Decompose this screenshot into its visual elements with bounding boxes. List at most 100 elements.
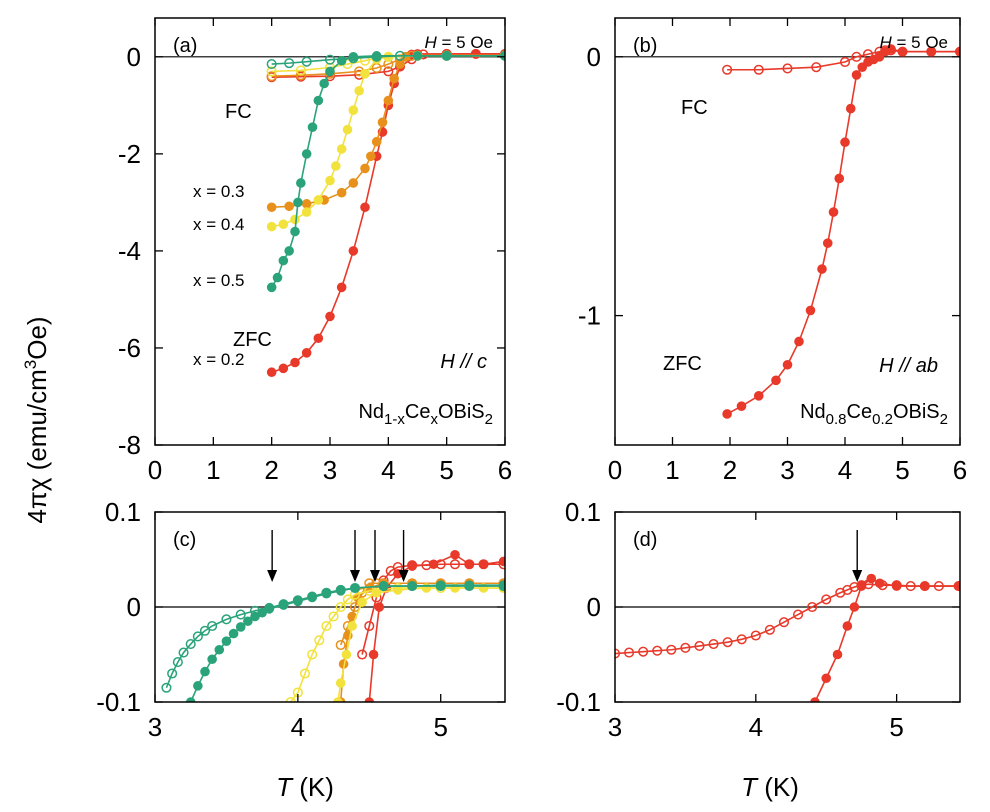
data-point-0-zfc-5 [794, 336, 804, 347]
data-point-0-zfc-2 [753, 391, 764, 401]
x-tick-label-1: 4 [749, 712, 763, 742]
data-point-0-zfc-10 [834, 173, 845, 184]
panel-label: (a) [173, 35, 197, 57]
series-label-1: x = 0.3 [193, 182, 245, 201]
data-point-3-zfc-1 [193, 681, 203, 691]
series-label-0: x = 0.2 [193, 350, 245, 369]
data-point-2-zfc-11 [360, 69, 370, 79]
y-tick-label-0: -0.1 [556, 687, 601, 717]
data-point-2-fc-1 [295, 65, 306, 76]
series-label-2: x = 0.4 [193, 215, 245, 234]
data-point-0-fc-2 [638, 646, 649, 657]
x-tick-label-6: 6 [953, 455, 967, 485]
compound-label-part-3: 0.2 [872, 411, 893, 428]
data-point-2-fc-5 [321, 620, 332, 632]
series-line-0-zfc [368, 553, 504, 702]
series-line-3-zfc [270, 55, 505, 288]
data-point-3-zfc-3 [284, 246, 294, 256]
orientation-label-var: H [440, 351, 455, 373]
data-point-2-zfc-1 [278, 219, 289, 230]
data-point-0-zfc-0 [364, 697, 375, 702]
data-point-0-zfc-1 [821, 673, 832, 684]
data-point-2-zfc-1 [335, 678, 346, 688]
data-point-3-fc-1 [167, 668, 178, 679]
compound-label: Nd1-xCexOBiS2 [358, 401, 493, 428]
data-point-0-zfc-3 [771, 375, 781, 386]
data-point-1-zfc-2 [301, 199, 312, 209]
data-point-0-zfc-9 [478, 559, 489, 570]
y-tick-label-1: 0 [587, 42, 601, 72]
plot-frame [614, 17, 961, 446]
data-point-0-zfc-0 [266, 367, 277, 378]
x-axis-label-c-unit: (K) [292, 772, 334, 802]
y-axis-label: 4πχ (emu/cm3Oe) [21, 316, 52, 523]
data-point-2-zfc-9 [348, 105, 359, 115]
data-point-2-zfc-5 [371, 587, 382, 598]
data-point-0-fc-0 [722, 64, 733, 75]
field-label: H = 5 Oe [879, 33, 948, 52]
compound-label-part-1: 1-x [384, 411, 405, 428]
y-tick-label-1: 0 [587, 592, 601, 622]
data-point-3-fc-2 [172, 657, 183, 668]
data-point-0-fc-13 [793, 609, 804, 620]
data-point-3-fc-3 [324, 54, 336, 65]
y-tick-label-2: 0.1 [105, 497, 141, 527]
y-axis-label-prefix: 4πχ (emu/cm [22, 369, 52, 523]
data-point-2-zfc-4 [313, 195, 324, 205]
data-point-3-fc-3 [178, 647, 189, 658]
x-axis-label-c: T (K) [276, 772, 334, 802]
data-point-1-zfc-8 [371, 136, 382, 147]
x-tick-label-1: 4 [291, 712, 305, 742]
compound-label-part-2: Ce [847, 401, 873, 423]
data-point-2-fc-0 [266, 66, 277, 77]
panel-b: 0 1 2 3 4 5 6 -1 0 (b) H = 5 Oe FC ZFC H // ab Nd0.8Ce… [578, 17, 967, 485]
data-point-1-zfc-0 [266, 202, 277, 213]
data-point-3-zfc-11 [325, 66, 335, 77]
data-point-0-zfc-2 [290, 357, 300, 368]
data-point-0-zfc-13 [851, 70, 862, 80]
data-point-0-zfc-11 [840, 137, 850, 148]
compound-label-part-4: OBiS [893, 401, 940, 423]
arrow-head-1 [350, 570, 360, 582]
compound-label-part-4: OBiS [438, 401, 485, 423]
data-point-0-zfc-1 [368, 649, 379, 660]
data-point-3-zfc-15 [321, 588, 332, 599]
x-tick-label-5: 5 [439, 455, 453, 485]
data-point-1-zfc-12 [395, 59, 405, 69]
y-tick-label-4: 0 [127, 42, 141, 72]
data-point-2-zfc-6 [331, 161, 341, 171]
data-point-2-zfc-3 [347, 621, 357, 631]
data-point-0-fc-10 [750, 630, 761, 641]
compound-label-part-0: Nd [800, 401, 826, 423]
compound-label-part-5: 2 [940, 411, 948, 428]
x-tick-label-2: 5 [889, 712, 903, 742]
data-point-0-fc-11 [764, 624, 775, 635]
compound-label-part-1: 0.8 [826, 411, 847, 428]
data-point-0-zfc-6 [336, 282, 347, 293]
compound-label-part-3: x [430, 411, 438, 428]
y-axis-label-suffix: Oe) [22, 316, 52, 359]
data-point-3-zfc-4 [214, 644, 225, 655]
data-point-0-zfc-8 [822, 238, 833, 248]
y-tick-label-2: -4 [118, 236, 141, 266]
data-point-0-fc-5 [851, 51, 862, 62]
data-point-3-zfc-0 [266, 282, 277, 293]
data-point-0-zfc-3 [301, 348, 312, 358]
x-tick-label-6: 6 [498, 455, 512, 485]
data-point-0-fc-0 [357, 649, 368, 660]
data-point-0-fc-14 [807, 601, 818, 613]
data-point-0-zfc-1 [278, 363, 289, 374]
x-tick-label-3: 3 [323, 455, 337, 485]
data-point-0-fc-9 [449, 559, 461, 570]
data-point-3-zfc-13 [293, 596, 303, 607]
data-point-3-zfc-20 [435, 580, 446, 590]
data-point-3-fc-5 [192, 631, 203, 642]
data-point-0-zfc-8 [891, 581, 902, 591]
data-point-0-zfc-9 [828, 207, 839, 217]
panel-c: 3 4 5 -0.1 0 0.1 (c) [96, 497, 506, 742]
x-axis-label-d-unit: (K) [757, 772, 799, 802]
data-point-1-zfc-6 [360, 163, 370, 174]
x-tick-label-2: 2 [264, 455, 278, 485]
data-point-1-zfc-9 [377, 117, 388, 128]
